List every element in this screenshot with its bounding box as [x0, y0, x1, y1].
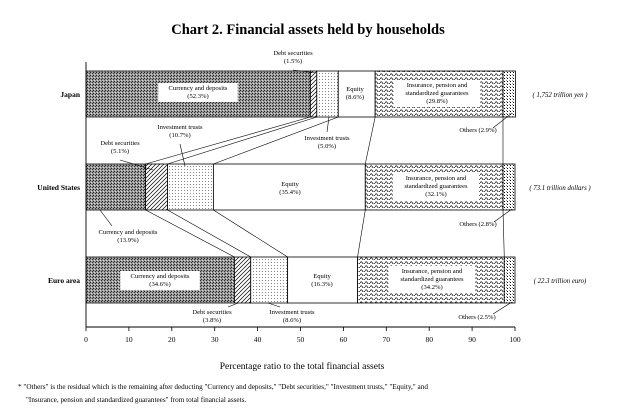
x-axis-label: Percentage ratio to the total financial … — [220, 361, 385, 372]
category-label-euro: Euro area — [48, 276, 80, 285]
leader-line-us-debt — [119, 159, 154, 171]
x-tick-label-30: 30 — [211, 335, 219, 344]
data-label-euro-equity: Equity (16.3%) — [311, 273, 332, 288]
leader-line-us-invest — [179, 143, 186, 167]
leader-line-japan-others — [492, 112, 513, 129]
x-tick-label-10: 10 — [125, 335, 133, 344]
data-label-us-currency: Currency and deposits (13.9%) — [99, 229, 158, 244]
data-label-euro-others: Others (2.5%) — [458, 314, 495, 321]
leader-line-euro-others — [492, 301, 513, 315]
data-label-japan-debt: Debt securities (1.5%) — [273, 50, 313, 65]
connector-line-us-2 — [167, 209, 251, 258]
data-label-us-others: Others (2.8%) — [459, 221, 496, 228]
bar-euro-invest — [250, 256, 289, 304]
connector-line-japan-3 — [213, 116, 339, 165]
label-bg-japan-equity — [341, 84, 369, 103]
footnote-line-1: * "Others" is the residual which is the … — [18, 383, 428, 391]
data-label-euro-debt: Debt securities (3.8%) — [192, 309, 232, 324]
connector-line-us-1 — [145, 209, 235, 258]
total-label-japan: ( 1,752 trillion yen ) — [533, 92, 589, 99]
data-label-japan-others: Others (2.9%) — [459, 127, 496, 134]
leader-line-japan-invest — [326, 116, 330, 133]
x-tick-label-60: 60 — [340, 335, 348, 344]
data-label-us-equity: Equity (35.4%) — [279, 181, 300, 196]
leader-line-us-others — [493, 208, 513, 223]
data-label-japan-invest: Investment trusts (5.0%) — [304, 135, 350, 150]
x-tick-label-50: 50 — [297, 335, 305, 344]
data-label-japan-currency: Currency and deposits (52.3%) — [169, 85, 228, 100]
bar-euro-others — [503, 256, 516, 304]
data-label-japan-insurance: Insurance, pension and standardized guara… — [405, 82, 469, 105]
label-bg-euro-insurance — [388, 266, 476, 293]
footnote-line-2: "Insurance, pension and standardized gua… — [26, 396, 246, 404]
connector-line-japan-4 — [364, 116, 376, 165]
data-label-euro-invest: Investment trusts (8.6%) — [269, 309, 315, 324]
chart-title: Chart 2. Financial assets held by househ… — [171, 22, 445, 38]
bar-us-currency — [85, 163, 147, 211]
leader-line-us-currency — [99, 209, 113, 227]
x-tick-label-40: 40 — [254, 335, 262, 344]
plot-area: Japan ( 1,752 trillion yen ) United States… — [37, 50, 591, 344]
x-tick-label-80: 80 — [425, 335, 433, 344]
bar-japan-invest — [316, 70, 339, 118]
label-bg-us-insurance — [392, 173, 480, 200]
data-label-japan-equity: Equity (8.6%) — [346, 86, 365, 101]
x-tick-label-20: 20 — [168, 335, 176, 344]
connector-line-japan-2 — [167, 116, 317, 165]
bar-japan-others — [502, 70, 516, 118]
connector-line-japan-1 — [145, 116, 311, 165]
bar-us-debt — [145, 163, 168, 211]
connector-line-us-3 — [213, 209, 288, 258]
x-tick-label-70: 70 — [383, 335, 391, 344]
category-label-us: United States — [37, 183, 80, 192]
connector-line-us-4 — [357, 209, 366, 258]
connector-line-us-5 — [502, 209, 505, 258]
leader-line-japan-debt — [292, 69, 317, 74]
label-bg-euro-equity — [306, 271, 338, 290]
bar-euro-debt — [234, 256, 252, 304]
data-label-us-invest: Investment trusts (10.7%) — [157, 124, 203, 139]
category-label-japan: Japan — [60, 90, 80, 99]
bar-us-others — [502, 163, 516, 211]
leader-line-euro-invest — [267, 302, 281, 308]
x-tick-label-90: 90 — [468, 335, 476, 344]
data-label-us-insurance: Insurance, pension and standardized guara… — [404, 175, 468, 198]
leader-line-euro-debt — [227, 302, 239, 308]
x-tick-label-0: 0 — [84, 335, 88, 344]
total-label-us: ( 73.1 trillion dollars ) — [529, 185, 591, 192]
label-bg-japan-currency — [158, 83, 238, 102]
data-label-euro-insurance: Insurance, pension and standardized guara… — [400, 268, 464, 291]
x-tick-label-100: 100 — [509, 335, 521, 344]
data-label-us-debt: Debt securities (5.1%) — [100, 140, 140, 155]
label-bg-japan-insurance — [393, 80, 481, 107]
bar-us-invest — [167, 163, 214, 211]
total-label-euro: ( 22.3 trillion euro) — [534, 278, 587, 285]
data-label-euro-currency: Currency and deposits (34.6%) — [131, 273, 190, 288]
label-bg-us-equity — [274, 179, 306, 198]
label-bg-euro-currency — [120, 271, 200, 290]
bar-japan-debt — [309, 70, 318, 118]
